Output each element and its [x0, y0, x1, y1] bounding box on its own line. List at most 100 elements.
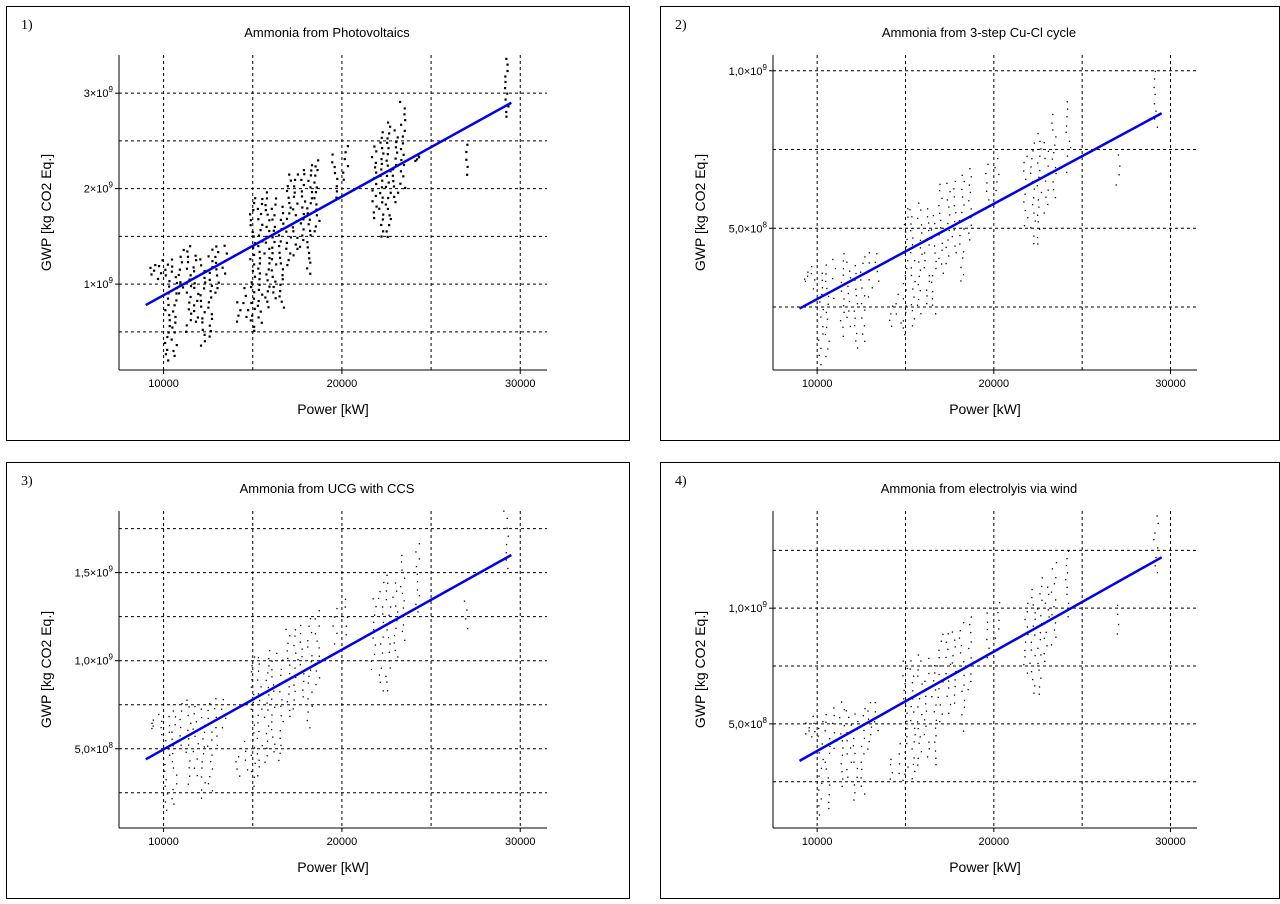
- scatter-point: [314, 191, 318, 194]
- scatter-point: [912, 690, 914, 692]
- scatter-point: [382, 621, 385, 624]
- scatter-point: [268, 665, 270, 667]
- scatter-point: [839, 717, 841, 719]
- scatter-point: [969, 239, 971, 241]
- scatter-point: [826, 287, 828, 290]
- scatter-point: [986, 628, 989, 631]
- scatter-point: [1033, 188, 1036, 190]
- scatter-point: [818, 805, 820, 807]
- scatter-point: [821, 272, 823, 274]
- scatter-point: [261, 708, 263, 710]
- scatter-point: [175, 281, 179, 285]
- scatter-point: [825, 714, 827, 716]
- scatter-point: [249, 219, 253, 222]
- scatter-point: [959, 630, 961, 632]
- scatter-point: [252, 739, 254, 741]
- scatter-point: [1050, 644, 1053, 646]
- scatter-point: [289, 672, 291, 675]
- scatter-point: [278, 759, 280, 762]
- scatter-point: [1024, 649, 1026, 652]
- scatter-point: [386, 164, 389, 167]
- scatter-point: [251, 230, 254, 234]
- scatter-point: [919, 290, 921, 292]
- scatter-point: [306, 719, 308, 722]
- scatter-point: [386, 681, 388, 683]
- scatter-point: [253, 785, 255, 787]
- scatter-point: [1153, 103, 1156, 105]
- scatter-point: [307, 223, 310, 226]
- scatter-point: [963, 661, 965, 663]
- scatter-point: [274, 203, 277, 206]
- scatter-point: [257, 244, 260, 248]
- scatter-point: [805, 722, 807, 724]
- scatter-point: [913, 741, 915, 743]
- scatter-point: [906, 260, 909, 262]
- x-axis-title: Power [kW]: [949, 859, 1021, 875]
- scatter-point: [292, 195, 296, 198]
- scatter-point: [222, 699, 224, 701]
- scatter-point: [863, 729, 865, 732]
- x-tick-label: 10000: [148, 378, 179, 390]
- scatter-point: [814, 731, 816, 733]
- scatter-point: [288, 686, 290, 688]
- scatter-point: [935, 704, 937, 706]
- scatter-point: [393, 195, 396, 198]
- scatter-point: [853, 325, 856, 327]
- scatter-point: [168, 731, 171, 733]
- scatter-point: [152, 719, 154, 721]
- scatter-point: [385, 590, 388, 592]
- scatter-point: [913, 296, 915, 298]
- scatter-point: [1044, 660, 1046, 662]
- scatter-point: [164, 763, 166, 766]
- scatter-point: [959, 234, 961, 237]
- scatter-point: [403, 129, 406, 132]
- scatter-point: [911, 748, 913, 750]
- scatter-point: [890, 758, 892, 760]
- scatter-point: [946, 695, 948, 697]
- scatter-point: [215, 274, 219, 277]
- scatter-point: [948, 680, 950, 682]
- scatter-point: [318, 677, 321, 679]
- scatter-point: [308, 257, 311, 260]
- scatter-point: [849, 747, 852, 749]
- scatter-point: [1052, 181, 1054, 183]
- scatter-point: [260, 202, 264, 206]
- scatter-point: [1043, 142, 1045, 144]
- scatter-point: [164, 785, 166, 787]
- scatter-point: [1040, 654, 1042, 656]
- scatter-point: [401, 569, 403, 571]
- scatter-point: [808, 727, 810, 729]
- scatter-point: [918, 275, 920, 278]
- scatter-point: [260, 321, 263, 324]
- scatter-point: [310, 661, 312, 663]
- scatter-point: [214, 261, 218, 264]
- scatter-point: [1026, 626, 1029, 628]
- scatter-point: [402, 153, 405, 156]
- scatter-point: [302, 212, 305, 216]
- scatter-point: [211, 260, 214, 263]
- scatter-point: [194, 735, 196, 738]
- scatter-point: [395, 627, 397, 630]
- scatter-point: [385, 159, 388, 162]
- scatter-point: [167, 359, 170, 362]
- scatter-point: [286, 701, 289, 703]
- scatter-point: [945, 641, 947, 643]
- scatter-point: [172, 349, 175, 353]
- scatter-point: [346, 616, 349, 618]
- scatter-point: [948, 255, 950, 257]
- scatter-point: [945, 673, 947, 675]
- scatter-point: [189, 760, 191, 762]
- scatter-point: [818, 752, 820, 754]
- scatter-point: [196, 774, 198, 777]
- scatter-point: [201, 317, 204, 320]
- scatter-point: [179, 726, 182, 729]
- scatter-point: [1047, 586, 1049, 588]
- scatter-point: [186, 250, 189, 253]
- scatter-point: [265, 225, 268, 228]
- scatter-point: [180, 261, 184, 264]
- scatter-point: [174, 724, 176, 726]
- scatter-point: [253, 747, 256, 749]
- scatter-point: [299, 632, 302, 635]
- scatter-point: [861, 317, 863, 319]
- scatter-point: [189, 295, 192, 299]
